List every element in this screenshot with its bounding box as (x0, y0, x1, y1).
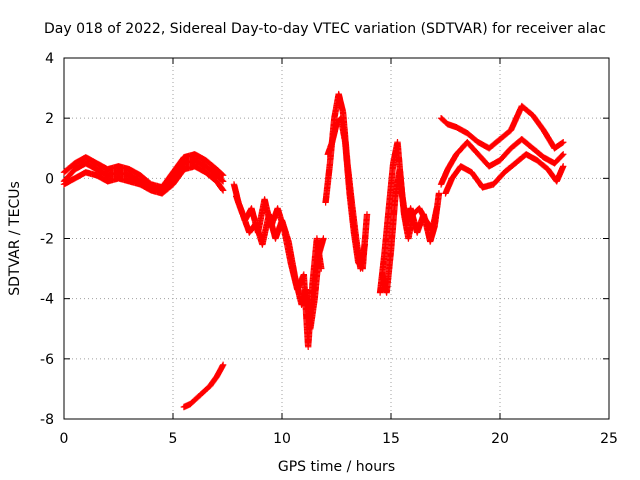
y-tick-label: -8 (40, 412, 54, 428)
point-marks (233, 193, 327, 332)
y-tick-label: -4 (40, 292, 54, 308)
series-track-m (442, 151, 567, 197)
point-marks (322, 90, 369, 272)
x-tick-label: 5 (169, 431, 178, 447)
series-track-h (324, 115, 371, 272)
x-tick-label: 25 (600, 431, 618, 447)
point-marks (442, 151, 567, 197)
y-tick-label: 2 (45, 111, 54, 127)
series-track-l (437, 136, 567, 188)
series-track-k (437, 102, 567, 152)
y-tick-label: -2 (40, 232, 54, 248)
axis-ticks: 0 5 10 15 20 25 -8 -6 -4 -2 0 2 4 (40, 51, 618, 447)
series-track-j (379, 166, 440, 296)
y-tick-label: -6 (40, 352, 54, 368)
series-track-f (233, 193, 327, 332)
series-track-d (180, 361, 227, 411)
point-marks (437, 102, 567, 152)
data-series (60, 90, 567, 411)
chart-title: Day 018 of 2022, Sidereal Day-to-day VTE… (44, 21, 606, 37)
x-tick-label: 20 (491, 431, 509, 447)
series-track-g (322, 90, 369, 272)
x-tick-label: 10 (273, 431, 291, 447)
x-axis-label: GPS time / hours (278, 459, 395, 475)
y-tick-label: 4 (45, 51, 54, 67)
x-tick-label: 15 (382, 431, 400, 447)
point-marks (437, 136, 567, 188)
y-axis-label: SDTVAR / TECUs (7, 181, 23, 296)
y-tick-label: 0 (45, 171, 54, 187)
point-marks (324, 115, 371, 272)
point-marks (180, 361, 227, 411)
x-tick-label: 0 (60, 431, 69, 447)
point-marks (379, 166, 440, 296)
point-marks (60, 163, 227, 197)
series-track-c (60, 163, 227, 197)
